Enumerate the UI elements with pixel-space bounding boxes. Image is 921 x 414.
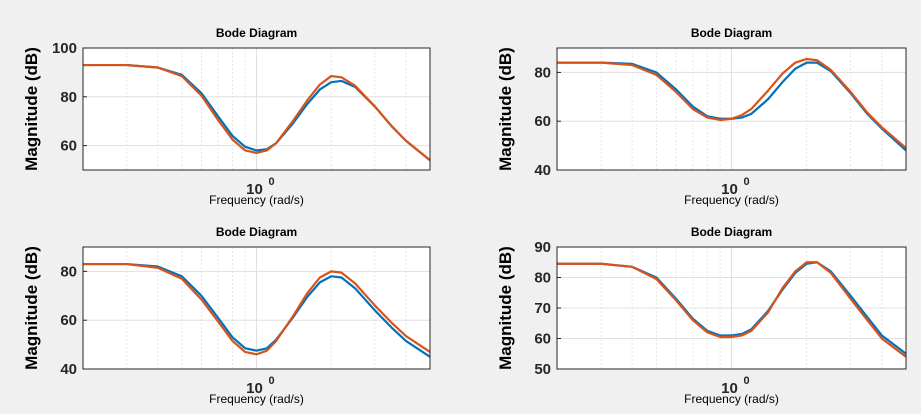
- y-axis-label: Magnitude (dB): [496, 246, 515, 370]
- x-tick-exponent: 0: [269, 375, 275, 387]
- series-2-line: [557, 57, 907, 149]
- x-axis-label: Frequency (rad/s): [684, 392, 779, 406]
- axes-frame: [556, 246, 907, 370]
- y-tick-label: 80: [60, 89, 77, 106]
- x-tick-exponent: 0: [269, 176, 275, 188]
- x-tick-label: 10: [246, 380, 263, 397]
- y-tick-label: 100: [52, 40, 77, 57]
- x-tick-label: 10: [246, 181, 263, 198]
- x-tick-exponent: 0: [744, 176, 750, 188]
- bode-panel-4: 50 60 70 80 90 Bode Diagram 10 0 Frequency (rad/…: [496, 225, 907, 406]
- chart-title: Bode Diagram: [216, 225, 297, 239]
- y-axis-label: Magnitude (dB): [22, 47, 41, 171]
- y-tick-label: 50: [534, 361, 551, 378]
- bode-panel-3: 40 60 80 Bode Diagram 10 0 Frequency (rad/s) Ma…: [22, 225, 431, 406]
- x-axis-label: Frequency (rad/s): [209, 193, 304, 207]
- axes-frame: [556, 47, 907, 171]
- bode-panel-2: 40 60 80 Bode Diagram 10 0 Frequency (rad/s) Ma…: [496, 26, 907, 207]
- x-tick-label: 10: [721, 181, 738, 198]
- chart-title: Bode Diagram: [216, 26, 297, 40]
- y-tick-label: 80: [60, 263, 77, 280]
- x-tick-exponent: 0: [744, 375, 750, 387]
- series-2-line: [83, 262, 431, 356]
- chart-title: Bode Diagram: [691, 225, 772, 239]
- series-2-line: [83, 63, 431, 162]
- axes-frame: [82, 47, 431, 171]
- x-tick-label: 10: [721, 380, 738, 397]
- y-tick-label: 80: [534, 270, 551, 287]
- y-tick-label: 60: [60, 312, 77, 329]
- y-tick-label: 40: [534, 162, 551, 179]
- x-axis-label: Frequency (rad/s): [684, 193, 779, 207]
- y-tick-label: 70: [534, 300, 551, 317]
- x-axis-label: Frequency (rad/s): [209, 392, 304, 406]
- y-tick-label: 40: [60, 361, 77, 378]
- y-axis-label: Magnitude (dB): [22, 246, 41, 370]
- series-2-line: [557, 261, 907, 358]
- chart-title: Bode Diagram: [691, 26, 772, 40]
- y-tick-label: 90: [534, 239, 551, 256]
- y-tick-label: 60: [534, 331, 551, 348]
- y-axis-label: Magnitude (dB): [496, 47, 515, 171]
- y-tick-label: 60: [534, 113, 551, 130]
- y-tick-label: 80: [534, 64, 551, 81]
- axes-frame: [82, 246, 431, 370]
- y-tick-label: 60: [60, 138, 77, 155]
